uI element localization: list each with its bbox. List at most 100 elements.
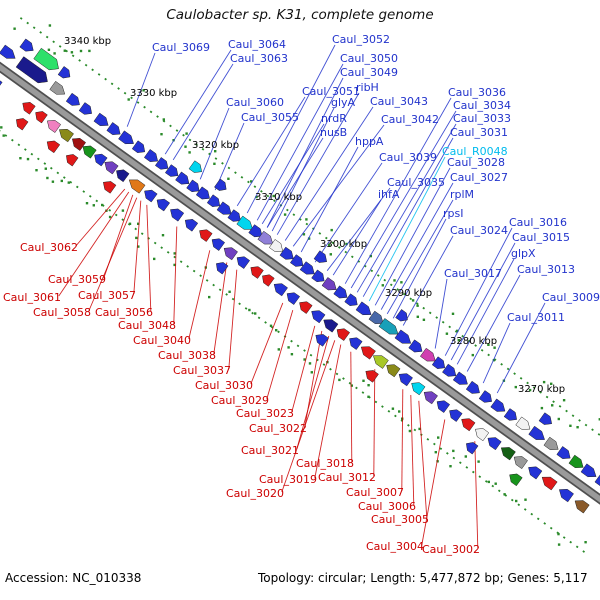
gene-arrow[interactable]: [46, 120, 62, 133]
gene-arrow[interactable]: [0, 78, 3, 91]
gene-label[interactable]: Caul_3005: [371, 513, 429, 526]
gene-arrow[interactable]: [394, 329, 412, 344]
gene-arrow[interactable]: [299, 301, 313, 314]
gene-arrow[interactable]: [475, 428, 490, 442]
gene-arrow[interactable]: [313, 250, 328, 263]
gene-label[interactable]: Caul_3069: [152, 41, 210, 54]
gene-arrow[interactable]: [195, 186, 210, 200]
gene-label[interactable]: Caul_3060: [226, 96, 284, 109]
gene-label[interactable]: Caul_3059: [48, 273, 106, 286]
gene-arrow[interactable]: [378, 318, 399, 335]
gene-arrow[interactable]: [236, 215, 254, 230]
gene-arrow[interactable]: [408, 339, 423, 353]
gene-arrow[interactable]: [216, 201, 232, 215]
gene-arrow[interactable]: [65, 92, 80, 106]
gene-label[interactable]: Caul_3019: [259, 473, 317, 486]
gene-label[interactable]: Caul_3034: [453, 99, 511, 112]
gene-label[interactable]: Caul_R0048: [442, 145, 508, 158]
gene-label[interactable]: Caul_3022: [249, 422, 307, 435]
gene-arrow[interactable]: [154, 157, 169, 170]
gene-arrow[interactable]: [442, 363, 457, 377]
gene-arrow[interactable]: [419, 347, 436, 362]
gene-label[interactable]: Caul_3031: [450, 126, 508, 139]
gene-arrow[interactable]: [465, 380, 480, 394]
gene-arrow[interactable]: [395, 309, 408, 322]
gene-arrow[interactable]: [116, 169, 130, 183]
gene-arrow[interactable]: [216, 262, 229, 275]
gene-label[interactable]: Caul_3011: [507, 311, 565, 324]
gene-arrow[interactable]: [156, 198, 171, 212]
gene-arrow[interactable]: [478, 390, 492, 403]
gene-arrow[interactable]: [558, 489, 574, 503]
gene-arrow[interactable]: [386, 364, 401, 378]
gene-arrow[interactable]: [15, 56, 48, 84]
gene-arrow[interactable]: [436, 400, 451, 413]
gene-label[interactable]: Caul_3021: [241, 444, 299, 457]
gene-arrow[interactable]: [262, 274, 275, 287]
gene-arrow[interactable]: [46, 140, 61, 154]
gene-arrow[interactable]: [250, 266, 264, 279]
gene-arrow[interactable]: [315, 334, 329, 347]
gene-arrow[interactable]: [461, 418, 476, 432]
gene-label[interactable]: Caul_3017: [444, 267, 502, 280]
genome-axis[interactable]: [0, 60, 600, 510]
gene-label[interactable]: Caul_3063: [230, 52, 288, 65]
gene-label[interactable]: Caul_3039: [379, 151, 437, 164]
gene-label[interactable]: Caul_3006: [358, 500, 416, 513]
gene-arrow[interactable]: [333, 285, 348, 299]
gene-arrow[interactable]: [336, 328, 351, 341]
gene-label[interactable]: Caul_3064: [228, 38, 286, 51]
gene-label[interactable]: Caul_3052: [332, 33, 390, 46]
gene-label[interactable]: Caul_3040: [133, 334, 191, 347]
gene-arrow[interactable]: [355, 301, 372, 316]
gene-label[interactable]: Caul_3009: [542, 291, 600, 304]
gene-arrow[interactable]: [143, 149, 159, 162]
gene-arrow[interactable]: [199, 229, 213, 242]
gene-label[interactable]: nusB: [320, 126, 347, 139]
gene-arrow[interactable]: [57, 66, 71, 79]
gene-arrow[interactable]: [556, 446, 571, 459]
gene-arrow[interactable]: [368, 310, 384, 324]
gene-arrow[interactable]: [365, 370, 379, 383]
gene-arrow[interactable]: [206, 194, 221, 207]
gene-label[interactable]: Caul_3058: [33, 306, 91, 319]
gene-label[interactable]: Caul_3033: [453, 112, 511, 125]
gene-label[interactable]: Caul_3016: [509, 216, 567, 229]
gene-label[interactable]: Caul_3030: [195, 379, 253, 392]
gene-arrow[interactable]: [106, 122, 121, 135]
gene-arrow[interactable]: [128, 179, 146, 194]
gene-arrow[interactable]: [71, 138, 87, 151]
gene-arrow[interactable]: [344, 293, 358, 306]
gene-arrow[interactable]: [513, 456, 528, 470]
gene-arrow[interactable]: [538, 412, 553, 425]
gene-arrow[interactable]: [349, 337, 363, 350]
gene-arrow[interactable]: [104, 161, 119, 175]
gene-label[interactable]: Caul_3043: [370, 95, 428, 108]
gene-arrow[interactable]: [541, 476, 558, 491]
gene-arrow[interactable]: [580, 463, 597, 478]
gene-label[interactable]: Caul_3061: [3, 291, 61, 304]
gene-arrow[interactable]: [22, 102, 36, 115]
gene-arrow[interactable]: [360, 346, 376, 360]
gene-arrow[interactable]: [452, 371, 468, 385]
gene-arrow[interactable]: [227, 209, 241, 222]
gene-arrow[interactable]: [118, 130, 134, 145]
gene-label[interactable]: Caul_3023: [236, 407, 294, 420]
gene-label[interactable]: Caul_3056: [95, 306, 153, 319]
gene-label[interactable]: Caul_3049: [340, 66, 398, 79]
gene-label[interactable]: ribH: [356, 81, 379, 94]
gene-arrow[interactable]: [164, 164, 179, 177]
gene-arrow[interactable]: [35, 111, 48, 124]
gene-arrow[interactable]: [466, 442, 479, 455]
gene-arrow[interactable]: [58, 129, 74, 143]
gene-label[interactable]: Caul_3013: [517, 263, 575, 276]
gene-arrow[interactable]: [144, 189, 158, 203]
gene-arrow[interactable]: [236, 256, 251, 269]
gene-label[interactable]: hppA: [355, 135, 384, 148]
gene-label[interactable]: Caul_3048: [118, 319, 176, 332]
gene-arrow[interactable]: [423, 391, 438, 405]
gene-arrow[interactable]: [82, 145, 97, 159]
gene-arrow[interactable]: [490, 398, 506, 412]
gene-arrow[interactable]: [94, 153, 108, 167]
